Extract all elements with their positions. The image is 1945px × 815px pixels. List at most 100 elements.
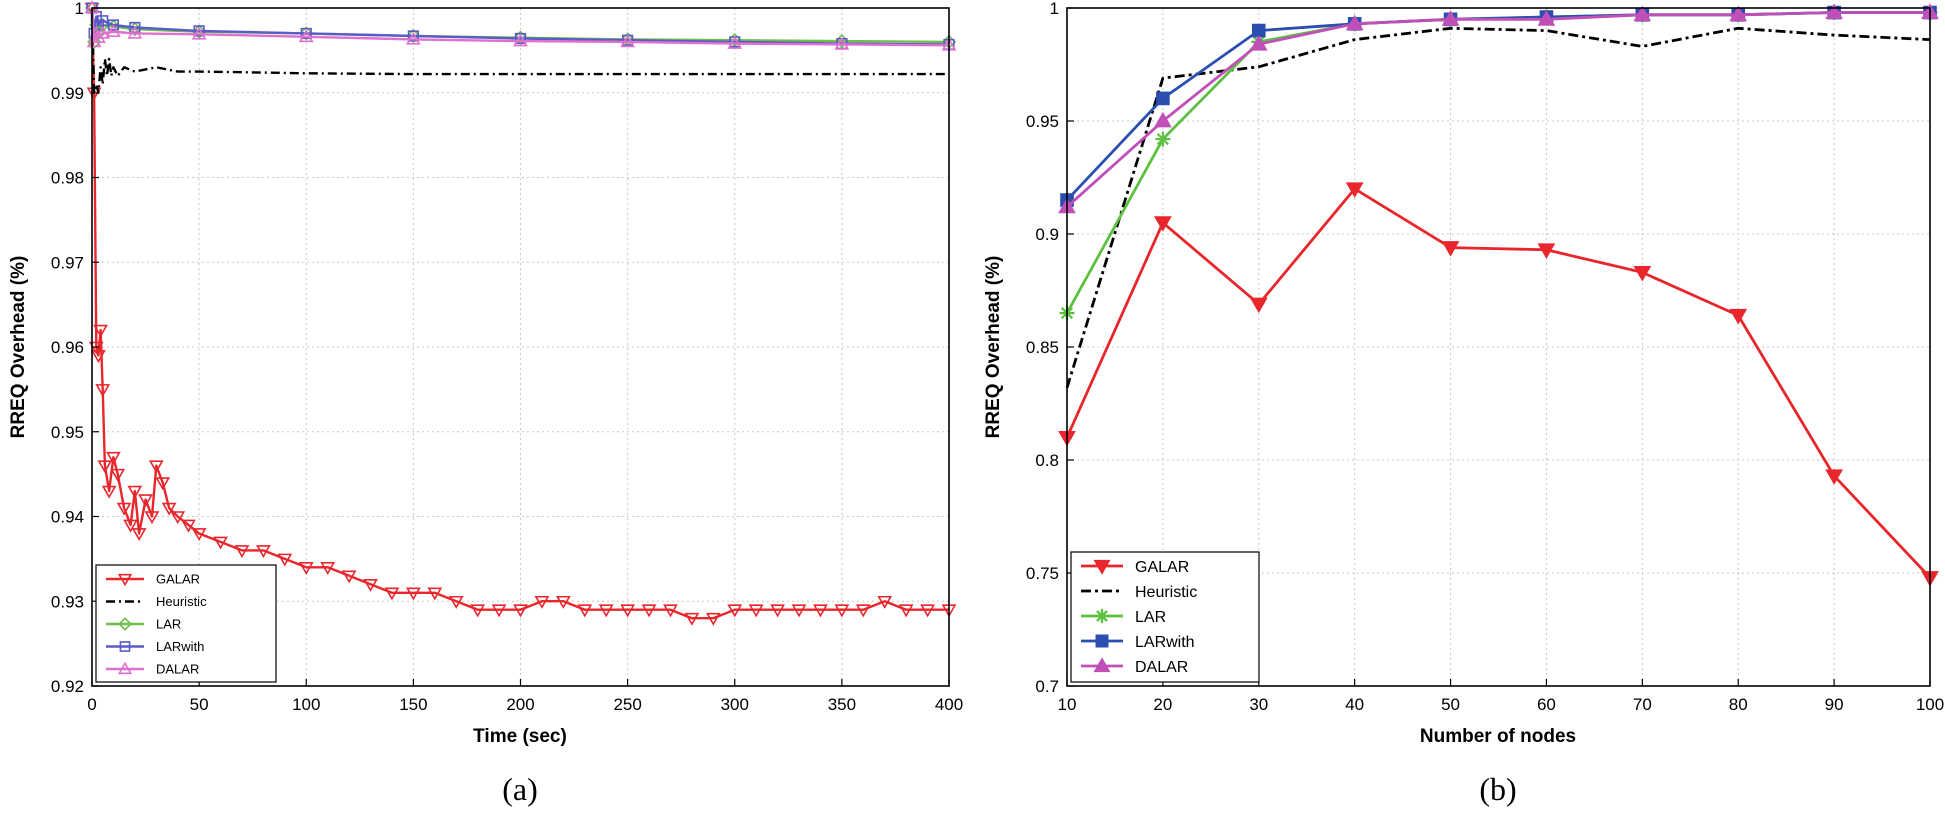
panel-a-series-galar-point (727, 604, 743, 618)
panel-b-series-galar-point (1729, 308, 1748, 325)
panel-a-caption: (a) (502, 771, 538, 807)
panel-a-series-galar-point (148, 460, 164, 474)
panel-b-series-galar-point (1441, 241, 1460, 257)
panel-a-series-larwith-point (107, 19, 120, 31)
panel-b-series (1058, 3, 1939, 587)
panel-a-y-tick-label: 0.92 (51, 677, 84, 696)
panel-a-series-galar-point (320, 562, 336, 575)
panel-b: 10 20 30 40 50 60 70 80 90 100 0.7 0.75 0.8 0.85 0.9 0.… (983, 0, 1944, 807)
panel-a-series-galar-point (427, 587, 443, 601)
panel-a-series-dalar-point (834, 36, 850, 50)
panel-a-x-tick-label: 150 (399, 695, 427, 714)
panel-a-x-tick-label: 100 (292, 695, 320, 714)
panel-b-x-tick-label: 40 (1345, 695, 1364, 714)
panel-a-series-galar-point (813, 604, 828, 618)
panel-b-series-galar-point (1249, 297, 1268, 314)
panel-a-x-tick-label: 50 (190, 695, 209, 714)
panel-a: 0 50 100 150 200 250 300 350 400 0.92 0.93 0.94 0.95… (8, 0, 963, 807)
panel-a-legend-lar-marker (118, 617, 132, 631)
panel-a-series-galar-point (97, 460, 113, 474)
panel-a-y-tick-label: 0.97 (51, 253, 84, 272)
panel-a-series-dalar-point (127, 25, 143, 39)
panel-b-series-dalar-point (1537, 10, 1556, 26)
panel-a-series-galar-point (513, 604, 528, 618)
panel-b-series-larwith-point (1156, 91, 1170, 106)
panel-a-series-dalar-point (727, 35, 743, 49)
panel-b-series-galar-line (1065, 187, 1932, 579)
panel-b-y-tick-label: 0.75 (1026, 564, 1059, 583)
panel-b-y-axis-label: RREQ Overhead (%) (983, 256, 1004, 439)
panel-a-series-larwith-line (90, 7, 950, 46)
panel-a-series-galar-point (127, 485, 143, 499)
panel-b-legend-lar-label: LAR (1135, 609, 1166, 626)
panel-a-series-dalar-point (513, 33, 528, 47)
panel-b-y-tick-label: 1 (1050, 0, 1059, 18)
panel-a-series-galar-point (161, 502, 177, 516)
panel-a-series-dalar-point (620, 34, 636, 48)
panel-a-series-galar-point (144, 511, 160, 525)
panel-b-x-tick-label: 100 (1916, 695, 1944, 714)
panel-b-legend-heuristic-label: Heuristic (1135, 584, 1197, 601)
panel-a-series-galar-point (555, 595, 571, 609)
panel-b-series-galar-point (1154, 216, 1172, 232)
panel-a-series-galar-line (90, 7, 949, 620)
panel-a-legend-galar-label: GALAR (156, 572, 200, 587)
panel-b-series-dalar-point (1825, 3, 1843, 19)
panel-a-series-galar-point (834, 604, 850, 618)
panel-b-series-dalar-line (1066, 11, 1930, 208)
panel-a-series-galar-point (234, 545, 250, 559)
panel-a-series-galar-point (620, 604, 636, 618)
panel-a-x-tick-label: 300 (721, 695, 749, 714)
panel-a-series-galar-point (138, 494, 153, 508)
panel-b-series-lar-line (1065, 11, 1930, 314)
panel-a-legend-dalar-label: DALAR (156, 662, 199, 677)
panel-b-series-galar-point (1825, 469, 1843, 485)
panel-b-series-dalar-point (1633, 5, 1652, 22)
panel-a-series-heuristic-line (90, 7, 949, 95)
panel-b-x-tick-label: 70 (1633, 695, 1652, 714)
panel-a-legend-galar-marker (117, 573, 133, 587)
panel-b-x-tick-label: 20 (1153, 695, 1172, 714)
panel-b-legend-dalar-marker (1093, 657, 1111, 673)
panel-a-legend-larwith-marker (119, 641, 131, 652)
panel-a-x-tick-label: 0 (87, 695, 96, 714)
panel-b-series-dalar-point (1729, 5, 1748, 22)
panel-a-series-galar-point (123, 519, 138, 533)
panel-b-series-dalar-point (1345, 14, 1364, 31)
panel-a-legend: GALAR Heuristic LAR LARwith DALAR (95, 564, 277, 683)
panel-b-series-dalar-point (1154, 111, 1172, 128)
panel-a-series-galar-point (131, 528, 147, 542)
panel-a-series-galar-point (88, 341, 104, 355)
panel-a-series-galar-point (534, 595, 550, 609)
panel-a-series-galar-point (363, 579, 378, 592)
panel-a-series-dalar-point (91, 30, 106, 43)
panel-b-x-tick-label: 80 (1729, 695, 1748, 714)
panel-a-series-galar-point (663, 604, 678, 618)
panel-a-series-galar-point (641, 604, 657, 618)
panel-a-series-galar-point (898, 604, 914, 618)
panel-a-series-galar-point (920, 604, 935, 618)
panel-a-series-galar-point (155, 477, 171, 491)
panel-b-x-tick-label: 60 (1537, 695, 1556, 714)
panel-b-y-tick-label: 0.9 (1035, 225, 1059, 244)
panel-b-legend-galar-label: GALAR (1135, 559, 1189, 576)
panel-a-series-galar-point (448, 595, 464, 609)
panel-a-series-galar-point (277, 553, 293, 567)
panel-a-series-galar-point (106, 451, 121, 465)
panel-a-series-galar-point (577, 604, 593, 618)
panel-a-series-galar-point (116, 502, 132, 516)
panel-a-x-tick-label: 400 (935, 695, 963, 714)
panel-a-series-dalar-point (106, 24, 121, 38)
panel-a-series-galar-point (405, 587, 421, 601)
panel-b-x-axis-label: Number of nodes (1420, 726, 1576, 747)
panel-b-y-tick-label: 0.7 (1035, 677, 1059, 696)
panel-a-series-galar-point (748, 604, 764, 618)
panel-a-x-axis-label: Time (sec) (473, 726, 567, 747)
panel-a-series-galar-point (855, 604, 871, 618)
panel-a-y-tick-label: 0.93 (51, 592, 84, 611)
panel-a-y-tick-label: 0.96 (51, 338, 84, 357)
panel-b-caption: (b) (1479, 771, 1516, 807)
panel-a-y-tick-label: 0.98 (51, 169, 84, 188)
panel-a-legend-larwith-label: LARwith (156, 639, 204, 654)
panel-a-series-galar-point (213, 536, 228, 550)
